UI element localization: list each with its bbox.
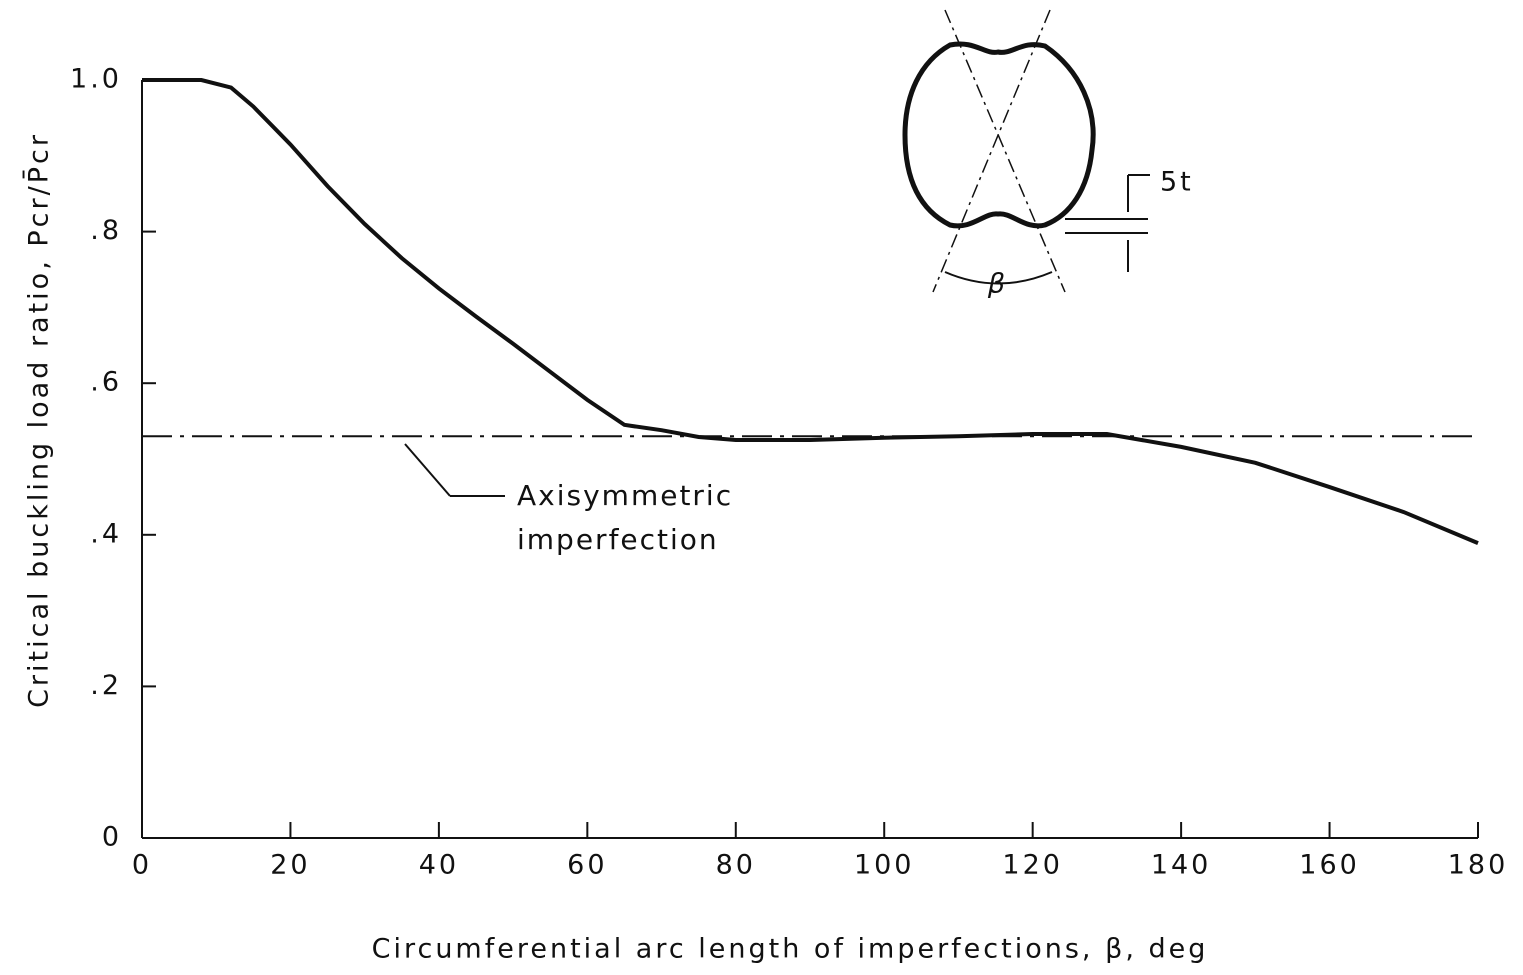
y-tick-label: .8 (90, 215, 122, 246)
x-tick-label: 100 (854, 850, 915, 881)
x-tick-label: 60 (567, 850, 607, 881)
inset-label: β (987, 269, 1008, 300)
y-tick-label: .6 (90, 367, 122, 398)
x-axis-label: Circumferential arc length of imperfecti… (372, 934, 1209, 965)
x-tick-label: 40 (419, 850, 459, 881)
y-tick-label: 0 (102, 822, 122, 853)
x-tick-label: 160 (1299, 850, 1360, 881)
x-tick-label: 180 (1448, 850, 1509, 881)
x-tick-label: 120 (1002, 850, 1063, 881)
x-tick-label: 20 (270, 850, 310, 881)
annotation: Axisymmetric imperfection (517, 479, 734, 556)
x-tick-label: 140 (1151, 850, 1212, 881)
inset-diagram (404, 9, 1150, 497)
inset-label: 5t (1160, 167, 1194, 198)
y-tick-label: .4 (90, 518, 122, 549)
curve (142, 78, 1479, 545)
y-axis-label: Critical buckling load ratio, Pcr/P̄cr (23, 132, 55, 708)
y-tick-label: 1.0 (70, 64, 122, 95)
x-tick-label: 0 (132, 850, 152, 881)
y-tick-label: .2 (90, 670, 122, 701)
x-tick-label: 80 (716, 850, 756, 881)
